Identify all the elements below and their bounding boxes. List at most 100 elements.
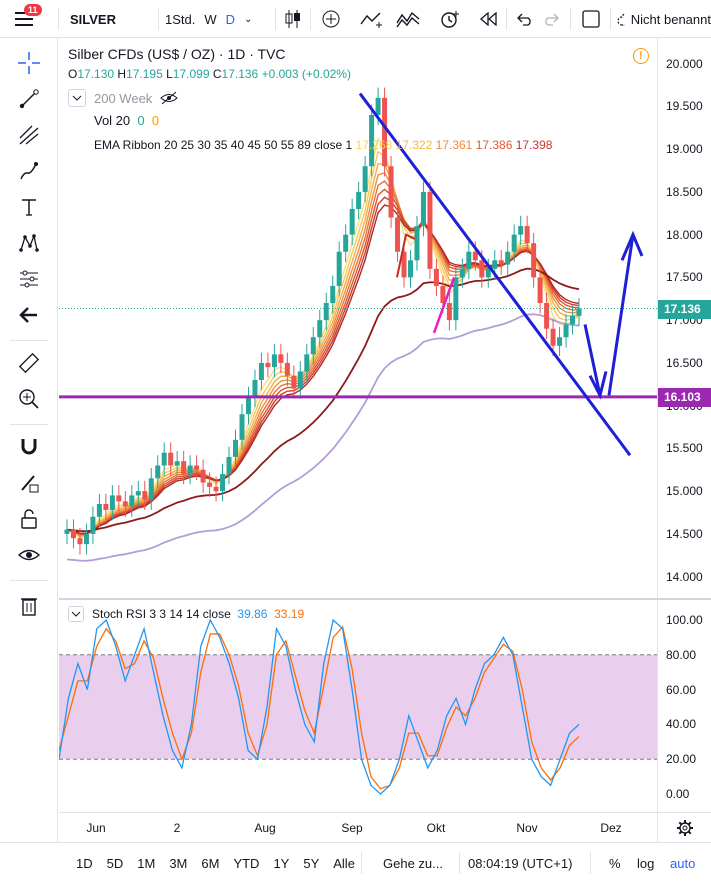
add-indicator-icon[interactable]: [318, 0, 344, 38]
candle: [382, 97, 388, 167]
range-button[interactable]: 3M: [169, 855, 188, 871]
range-button[interactable]: 6M: [201, 855, 220, 871]
settings-icon[interactable]: [657, 812, 711, 842]
candle: [492, 260, 498, 269]
compare-icon[interactable]: [358, 0, 386, 38]
candle: [537, 277, 543, 304]
price-chart-svg[interactable]: [59, 38, 657, 598]
low-value: 17.099: [172, 67, 210, 81]
stoch-rsi-svg[interactable]: [59, 600, 657, 812]
candle: [64, 529, 70, 534]
trash-icon[interactable]: [14, 590, 44, 620]
candle: [336, 251, 342, 286]
candle: [505, 251, 511, 265]
range-button[interactable]: YTD: [233, 855, 260, 871]
pitchfork-icon[interactable]: [14, 120, 44, 150]
stoch-k-line: [59, 618, 580, 795]
chevron-down-icon[interactable]: ⌄: [244, 13, 253, 25]
candle: [148, 478, 154, 500]
interval-d[interactable]: D: [225, 11, 236, 27]
auto-toggle[interactable]: auto: [670, 855, 696, 871]
crosshair-icon[interactable]: [14, 48, 44, 78]
candle: [187, 465, 193, 475]
candle: [570, 315, 576, 325]
rsi-tick-label: 20.00: [666, 752, 697, 767]
candle: [258, 362, 264, 380]
brush-icon[interactable]: [14, 156, 44, 186]
candle: [498, 260, 504, 265]
eye-icon[interactable]: [14, 540, 44, 570]
candle: [369, 114, 375, 167]
stoch-k-value: 39.86: [237, 607, 268, 621]
lock-icon[interactable]: [14, 504, 44, 534]
interval-w[interactable]: W: [204, 11, 217, 27]
candle: [433, 268, 439, 286]
arrow-left-icon[interactable]: [14, 300, 44, 330]
candle: [485, 268, 491, 278]
price-tick-label: 14.500: [666, 526, 703, 541]
candle: [466, 251, 472, 269]
ruler-icon[interactable]: [14, 348, 44, 378]
arrow-down-head: [588, 371, 608, 400]
interval-1h[interactable]: 1Std.: [165, 11, 196, 27]
pencil-lock-icon[interactable]: [14, 468, 44, 498]
cloud-icon: [617, 13, 625, 26]
ema-value-4: 17.386: [475, 138, 513, 152]
text-icon[interactable]: [14, 192, 44, 222]
candle: [395, 217, 401, 252]
top-toolbar: 11 SILVER 1Std. W D ⌄ Nicht benannt: [0, 0, 711, 38]
ohlc-values: O17.130 H17.195 L17.099 C17.136 +0.003 (…: [68, 67, 351, 81]
candle: [524, 226, 530, 244]
candle: [440, 285, 446, 304]
price-axis[interactable]: 20.000 19.500 19.000 18.500 18.000 17.500 17.0…: [657, 38, 711, 598]
range-button[interactable]: Alle: [333, 855, 355, 871]
close-value: 17.136: [221, 67, 259, 81]
hidden-eye-icon[interactable]: [160, 91, 179, 105]
indicators-icon[interactable]: [394, 0, 424, 38]
range-button[interactable]: 1D: [76, 855, 93, 871]
goto-date-button[interactable]: Gehe zu...: [383, 855, 443, 871]
candle: [278, 354, 284, 363]
pane-separator[interactable]: [59, 598, 711, 600]
candles-icon[interactable]: [282, 0, 304, 38]
replay-icon[interactable]: [476, 0, 502, 38]
range-button[interactable]: 5Y: [303, 855, 320, 871]
percent-toggle[interactable]: %: [609, 855, 621, 871]
clock-display[interactable]: 08:04:19 (UTC+1): [468, 855, 573, 871]
candle: [207, 482, 213, 487]
date-ranges: 1D 5D 1M 3M 6M YTD 1Y 5Y Alle: [76, 843, 369, 882]
undo-icon[interactable]: [512, 0, 536, 38]
ma-label: 200 Week: [94, 90, 153, 106]
redo-icon[interactable]: [540, 0, 564, 38]
magnet-icon[interactable]: [14, 432, 44, 462]
price-chart[interactable]: [59, 38, 657, 598]
collapse-rsi-button[interactable]: [68, 606, 84, 622]
red-line-drawing: [396, 233, 416, 278]
collapse-legend-button[interactable]: [68, 89, 86, 107]
candle: [414, 226, 420, 261]
range-button[interactable]: 1Y: [273, 855, 290, 871]
candle: [472, 251, 478, 261]
candle: [265, 362, 271, 368]
log-toggle[interactable]: log: [637, 855, 655, 871]
zoom-in-icon[interactable]: [14, 384, 44, 414]
range-button[interactable]: 5D: [106, 855, 124, 871]
range-button[interactable]: 1M: [137, 855, 156, 871]
fullscreen-icon[interactable]: [578, 0, 604, 38]
price-tick-label: 15.000: [666, 484, 703, 499]
pattern-icon[interactable]: [14, 228, 44, 258]
candle: [70, 529, 76, 539]
save-layout-button[interactable]: Nicht benannt: [616, 0, 711, 38]
stoch-rsi-legend: Stoch RSI 3 3 14 14 close 39.86 33.19: [68, 606, 304, 622]
alert-clock-icon[interactable]: [436, 0, 464, 38]
time-axis[interactable]: Jun 2 Aug Sep Okt Nov Dez: [59, 812, 657, 842]
candle: [135, 491, 141, 496]
rsi-axis[interactable]: 100.00 80.00 60.00 40.00 20.00 0.00: [657, 600, 711, 812]
stoch-rsi-pane[interactable]: [59, 600, 657, 812]
ma-legend: 200 Week: [68, 89, 179, 107]
warning-icon[interactable]: !: [633, 48, 649, 64]
candle: [174, 461, 180, 466]
trendline-icon[interactable]: [14, 84, 44, 114]
symbol-search-button[interactable]: SILVER: [70, 11, 116, 27]
measure-icon[interactable]: [14, 264, 44, 294]
